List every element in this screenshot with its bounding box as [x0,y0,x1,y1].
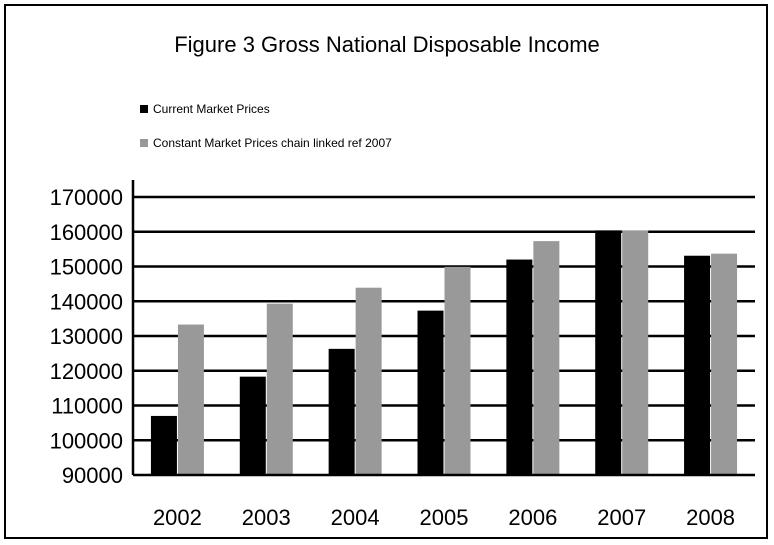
bar-current-2006 [506,259,533,475]
x-tick-label: 2006 [508,505,557,530]
y-tick-label: 130000 [50,324,123,349]
y-tick-label: 150000 [50,255,123,280]
legend-swatch-current [140,105,148,113]
y-tick-label: 100000 [50,428,123,453]
chart-title: Figure 3 Gross National Disposable Incom… [174,32,600,57]
bar-current-2008 [684,255,711,475]
y-tick-label: 90000 [62,463,123,488]
bar-constant-2002 [177,324,204,475]
x-tick-label: 2008 [686,505,735,530]
bar-current-2005 [417,310,444,475]
y-tick-label: 160000 [50,220,123,245]
x-tick-label: 2002 [153,505,202,530]
y-tick-label: 170000 [50,185,123,210]
legend-item-constant: Constant Market Prices chain linked ref … [140,134,392,152]
legend-swatch-constant [140,139,148,147]
y-tick-label: 140000 [50,289,123,314]
x-tick-label: 2004 [331,505,380,530]
bar-constant-2005 [444,266,471,475]
bar-constant-2006 [533,241,560,475]
x-tick-label: 2005 [420,505,469,530]
x-tick-label: 2003 [242,505,291,530]
legend-item-current: Current Market Prices [140,100,392,118]
y-tick-label: 110000 [51,394,123,419]
bar-current-2007 [595,230,622,475]
bar-constant-2008 [711,253,738,475]
bar-current-2002 [150,415,177,475]
x-tick-label: 2007 [597,505,646,530]
bar-constant-2003 [266,303,293,475]
bar-current-2004 [328,348,355,475]
bar-constant-2007 [622,230,649,475]
chart-legend: Current Market Prices Constant Market Pr… [140,100,392,168]
bar-current-2003 [239,376,266,475]
legend-label-constant: Constant Market Prices chain linked ref … [153,136,392,150]
y-tick-label: 120000 [50,359,123,384]
bar-constant-2004 [355,287,382,475]
legend-label-current: Current Market Prices [153,102,270,116]
